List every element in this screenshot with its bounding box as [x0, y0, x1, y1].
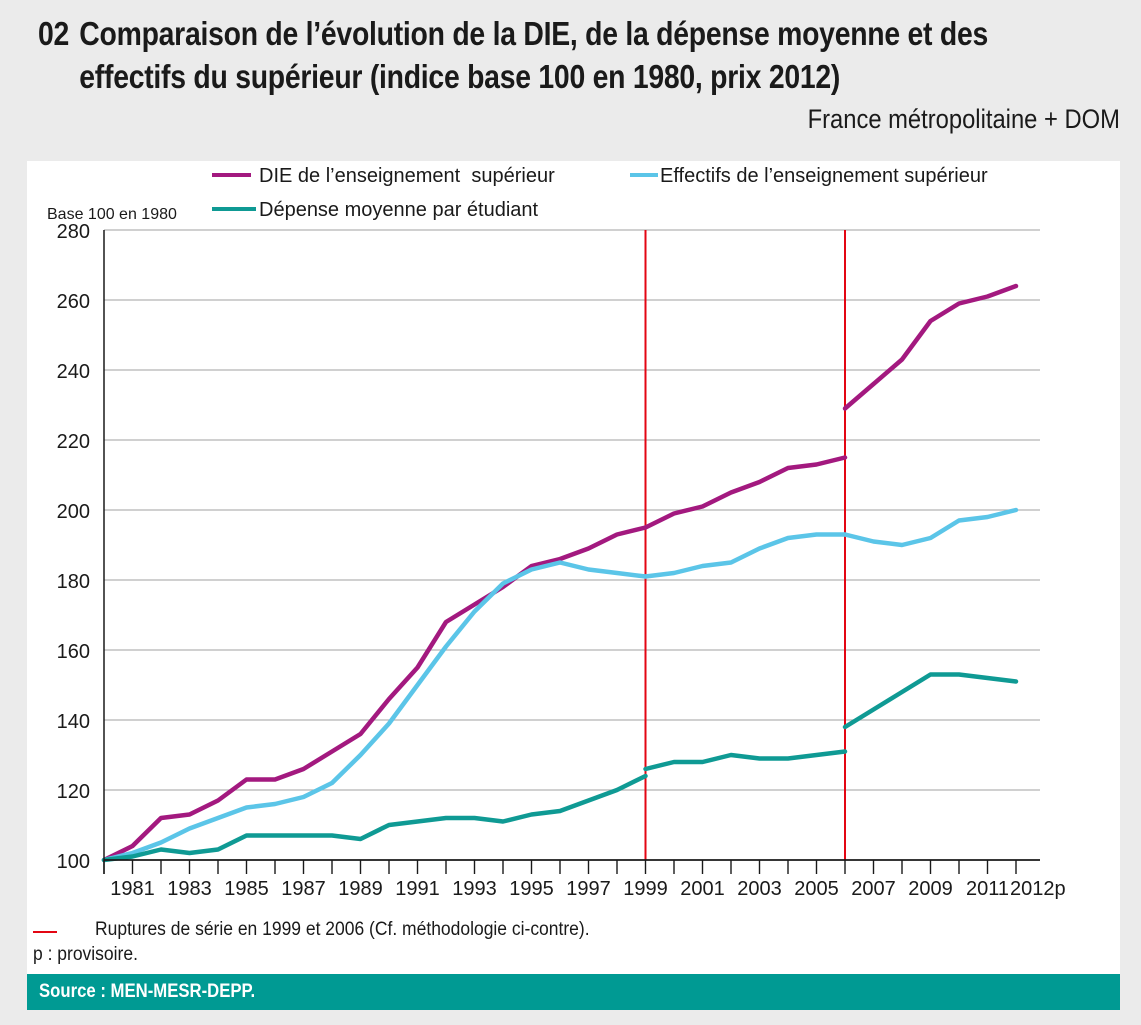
series-line-effectifs: [842, 507, 1019, 548]
x-tick-label: 1995: [509, 878, 554, 900]
y-tick-label: 280: [57, 221, 90, 243]
source-text: Source : MEN-MESR-DEPP.: [39, 981, 256, 1002]
y-tick-label: 240: [57, 361, 90, 383]
x-tick-label: 1987: [281, 878, 326, 900]
source-bar: Source : MEN-MESR-DEPP.: [27, 974, 1120, 1010]
chart-panel: [27, 161, 1120, 1010]
x-tick-labels: 1981 1983 1985 1987 1989 1991 1993 1995 1997 1999…: [110, 878, 1065, 900]
title-line-2: effectifs du supérieur (indice base 100 …: [79, 58, 841, 95]
y-tick-labels: 100 120 140 160 180 200 220 240 260 280: [57, 221, 90, 873]
x-tick-label: 1981: [110, 878, 155, 900]
title-line-1: Comparaison de l’évolution de la DIE, de…: [79, 15, 989, 52]
series-line-effectifs: [101, 560, 648, 863]
note-rupture: Ruptures de série en 1999 et 2006 (Cf. m…: [95, 919, 590, 940]
x-tick-label: 2007: [851, 878, 896, 900]
y-axis-label: Base 100 en 1980: [47, 206, 177, 223]
x-tick-label: 2003: [737, 878, 782, 900]
x-tick-label: 2009: [908, 878, 953, 900]
x-tick-label: 2012p: [1010, 878, 1066, 900]
figure-number: 02: [38, 15, 70, 52]
note-provisoire: p : provisoire.: [33, 944, 138, 965]
y-tick-label: 140: [57, 711, 90, 733]
x-tick-label: 1993: [452, 878, 497, 900]
rupture-legend-swatch: [33, 931, 57, 933]
series-line-depense: [643, 749, 848, 772]
y-tick-label: 200: [57, 501, 90, 523]
series-line-depense: [101, 773, 648, 863]
y-tick-label: 260: [57, 291, 90, 313]
series-line-effectifs: [643, 532, 848, 579]
series-line-depense: [842, 672, 1019, 730]
x-tick-label: 2005: [794, 878, 839, 900]
series-line-die: [643, 455, 848, 530]
legend-label-depense: Dépense moyenne par étudiant: [259, 199, 539, 221]
x-tick-label: 1999: [623, 878, 668, 900]
x-tick-label: 1991: [395, 878, 440, 900]
legend-label-die: DIE de l’enseignement supérieur: [259, 165, 555, 187]
series-line-die: [101, 525, 648, 863]
x-tick-label: 1983: [167, 878, 212, 900]
x-tick-label: 1989: [338, 878, 383, 900]
y-tick-label: 160: [57, 641, 90, 663]
series-breaks: [644, 230, 846, 860]
legend-label-effectifs: Effectifs de l’enseignement supérieur: [660, 165, 988, 187]
axes: [103, 230, 1040, 874]
series-lines: [101, 283, 1019, 863]
gridlines: [104, 229, 1040, 791]
y-tick-label: 120: [57, 781, 90, 803]
x-tick-label: 1985: [224, 878, 269, 900]
x-tick-label: 1997: [566, 878, 611, 900]
series-line-die: [842, 283, 1019, 411]
x-tick-label: 2001: [680, 878, 725, 900]
y-tick-label: 180: [57, 571, 90, 593]
y-tick-label: 100: [57, 851, 90, 873]
chart-subtitle: France métropolitaine + DOM: [807, 104, 1120, 134]
y-tick-label: 220: [57, 431, 90, 453]
x-tick-label: 2011: [966, 878, 1009, 900]
legend: DIE de l’enseignement supérieur Effectif…: [212, 165, 988, 221]
chart-title: 02 Comparaison de l’évolution de la DIE, …: [38, 12, 1087, 98]
